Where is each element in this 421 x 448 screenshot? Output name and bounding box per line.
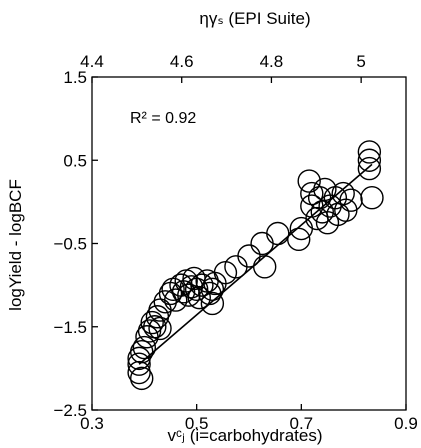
- data-point: [339, 188, 363, 212]
- data-point: [200, 277, 225, 301]
- data-point: [360, 186, 384, 210]
- data-points: [127, 140, 384, 391]
- top-axis-title-text: ηγₛ (EPI Suite): [199, 9, 310, 28]
- data-point: [132, 335, 157, 360]
- data-point: [266, 221, 290, 246]
- y-tick-label: 0.5: [63, 151, 87, 170]
- data-point: [177, 283, 201, 307]
- y-tick-label: −1.5: [53, 318, 87, 337]
- data-point: [148, 316, 172, 341]
- data-point: [331, 181, 355, 206]
- data-point: [137, 319, 162, 343]
- data-point: [127, 352, 151, 376]
- y-tick-label: 1.5: [63, 68, 87, 87]
- top-x-tick-label: 4.6: [170, 52, 194, 71]
- x-tick-label: 0.7: [290, 414, 314, 433]
- data-point: [287, 227, 311, 252]
- axis-ticks: [91, 76, 407, 411]
- top-x-tick-label: 5: [356, 52, 365, 71]
- data-point: [164, 288, 188, 312]
- x-tick-label: 0.9: [394, 414, 418, 433]
- data-point: [200, 291, 225, 316]
- data-point: [253, 255, 277, 279]
- y-axis-label: logYield - logBCF: [6, 179, 25, 311]
- data-point: [357, 156, 382, 181]
- r-squared-annotation: R² = 0.92: [130, 110, 196, 127]
- data-point: [297, 169, 321, 193]
- data-point: [190, 273, 214, 297]
- data-point: [130, 340, 154, 364]
- data-point: [357, 140, 382, 164]
- axis-tick-labels: 0.3 0.5 0.7 0.9 1.5 0.5 −0.5 −1.5 −2.5 4.4 4.6 4.8 5: [53, 52, 417, 433]
- data-point: [237, 244, 261, 268]
- data-point: [130, 366, 154, 391]
- y-tick-label: −2.5: [53, 401, 87, 420]
- top-x-tick-label: 4.4: [80, 52, 104, 71]
- x-axis-label: vᶜⱼ (i=carbohydrates): [168, 426, 323, 445]
- top-x-tick-label: 4.8: [260, 52, 284, 71]
- data-point: [187, 285, 211, 310]
- data-point: [310, 200, 334, 224]
- data-point: [153, 290, 177, 314]
- data-point: [140, 310, 164, 335]
- x-tick-label: 0.3: [80, 414, 104, 433]
- top-axis-title: ηγₛ (EPI Suite): [199, 9, 310, 28]
- data-point: [357, 148, 382, 172]
- data-point: [250, 231, 274, 256]
- x-tick-label: 0.5: [185, 414, 209, 433]
- data-point: [127, 360, 151, 385]
- y-tick-label: −0.5: [53, 235, 87, 254]
